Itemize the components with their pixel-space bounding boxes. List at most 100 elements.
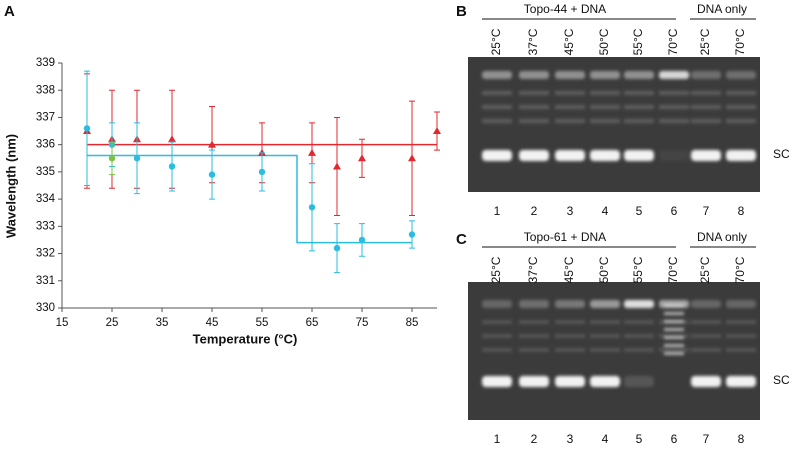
band [519, 320, 549, 324]
band [659, 105, 689, 109]
band [590, 71, 620, 79]
band [519, 105, 549, 109]
band [726, 376, 756, 387]
y-tick-label: 336 [36, 139, 55, 151]
point [108, 155, 116, 162]
point [408, 154, 416, 162]
band [659, 348, 689, 352]
lane-number: 7 [703, 432, 710, 446]
lane-temp: 25°C [698, 256, 712, 283]
x-tick-label: 45 [206, 317, 219, 329]
band [519, 119, 549, 123]
band [624, 105, 654, 109]
lane-number: 8 [738, 432, 745, 446]
lane-number: 4 [602, 432, 609, 446]
y-tick-label: 332 [36, 248, 55, 260]
band [624, 320, 654, 324]
lane-number: 5 [636, 432, 643, 446]
band [482, 348, 512, 352]
band [624, 334, 654, 338]
band [555, 300, 585, 308]
point [258, 168, 266, 176]
band [664, 352, 684, 355]
band [659, 119, 689, 123]
band [519, 376, 549, 387]
gel-control: DNA only [697, 230, 747, 244]
band [624, 71, 654, 79]
lane-number: 5 [636, 204, 643, 218]
point [168, 163, 176, 170]
lane-number: 3 [567, 432, 574, 446]
fit-line [87, 154, 412, 244]
band [555, 320, 585, 324]
x-tick-label: 65 [306, 317, 319, 329]
band [519, 334, 549, 338]
band [624, 348, 654, 352]
lane-number: 4 [602, 204, 609, 218]
lane-number: 8 [738, 204, 745, 218]
band [519, 71, 549, 79]
lane-temp: 50°C [597, 28, 611, 55]
band [659, 91, 689, 95]
band [482, 105, 512, 109]
band [590, 105, 620, 109]
y-axis-label: Wavelength (nm) [3, 134, 18, 238]
band [519, 348, 549, 352]
point [333, 244, 341, 252]
band [482, 119, 512, 123]
band [726, 150, 756, 161]
x-tick-label: 75 [356, 317, 369, 329]
gel-bands [482, 71, 756, 161]
band [726, 91, 756, 95]
band [482, 376, 512, 387]
lane-number: 2 [531, 204, 538, 218]
band [659, 150, 689, 161]
y-tick-label: 337 [36, 111, 55, 123]
band [691, 91, 721, 95]
point [358, 154, 366, 162]
band [624, 91, 654, 95]
band [664, 344, 684, 347]
gel-title: Topo-44 + DNA [524, 2, 606, 16]
band [555, 71, 585, 79]
point [208, 171, 216, 178]
band [624, 119, 654, 123]
band [664, 336, 684, 339]
panel-label: A [4, 3, 15, 20]
point [358, 236, 366, 244]
point [433, 127, 441, 135]
y-tick-label: 334 [36, 193, 56, 205]
point [308, 148, 316, 156]
band [519, 300, 549, 308]
y-tick-label: 338 [36, 84, 55, 96]
gel-image [468, 57, 760, 192]
band [590, 320, 620, 324]
band [624, 300, 654, 308]
x-tick-label: 25 [106, 317, 119, 329]
band [555, 334, 585, 338]
lane-number: 7 [703, 204, 710, 218]
lane-number: 6 [671, 432, 678, 446]
lane-number: 6 [671, 204, 678, 218]
band [664, 304, 684, 307]
point [308, 204, 316, 211]
gel-control: DNA only [697, 2, 747, 16]
band [726, 334, 756, 338]
point [168, 135, 176, 143]
lane-number: 1 [494, 204, 501, 218]
panel-label: B [456, 3, 467, 20]
lane-temp: 25°C [698, 28, 712, 55]
band [555, 150, 585, 161]
band [726, 119, 756, 123]
band [691, 348, 721, 352]
band [482, 91, 512, 95]
x-tick-label: 85 [406, 317, 419, 329]
band [555, 105, 585, 109]
band [590, 300, 620, 308]
lane-number: 2 [531, 432, 538, 446]
band [482, 150, 512, 161]
band [519, 91, 549, 95]
lane-temp: 37°C [526, 256, 540, 283]
band [482, 71, 512, 79]
